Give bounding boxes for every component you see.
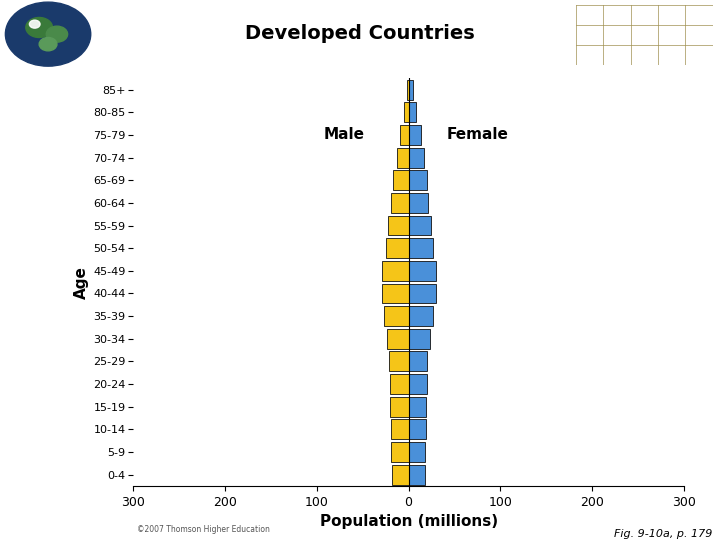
Bar <box>392 465 409 484</box>
Bar <box>409 80 413 99</box>
Bar <box>397 147 409 167</box>
Bar <box>382 284 409 303</box>
Circle shape <box>39 37 57 51</box>
Circle shape <box>5 2 91 66</box>
Bar <box>390 397 409 417</box>
Text: Male: Male <box>324 127 365 143</box>
Circle shape <box>26 17 53 37</box>
Bar <box>409 420 426 440</box>
Bar <box>384 306 409 326</box>
Bar <box>409 193 428 213</box>
Bar <box>409 442 425 462</box>
Bar <box>409 170 427 190</box>
Bar <box>390 352 409 372</box>
Bar <box>409 352 427 372</box>
Bar <box>388 215 409 235</box>
Bar <box>390 374 409 394</box>
Circle shape <box>46 26 68 42</box>
Bar <box>409 465 425 484</box>
Bar <box>407 80 409 99</box>
Bar <box>409 284 436 303</box>
Bar <box>391 420 409 440</box>
Bar <box>409 125 420 145</box>
Text: Developed Countries: Developed Countries <box>245 24 475 43</box>
X-axis label: Population (millions): Population (millions) <box>320 514 498 529</box>
Bar <box>404 102 409 122</box>
Bar <box>409 374 427 394</box>
Bar <box>409 261 436 281</box>
Bar <box>409 147 424 167</box>
Y-axis label: Age: Age <box>74 266 89 299</box>
Text: ©2007 Thomson Higher Education: ©2007 Thomson Higher Education <box>137 525 270 534</box>
Bar <box>391 442 409 462</box>
Text: Fig. 9-10a, p. 179: Fig. 9-10a, p. 179 <box>614 529 713 539</box>
Bar <box>409 215 431 235</box>
Bar <box>409 238 433 258</box>
Bar <box>409 329 430 349</box>
Circle shape <box>30 20 40 28</box>
Bar <box>409 397 426 417</box>
Bar <box>386 238 409 258</box>
Bar <box>391 193 409 213</box>
Bar <box>382 261 409 281</box>
Bar <box>400 125 409 145</box>
Bar <box>409 306 433 326</box>
Bar <box>393 170 409 190</box>
Bar <box>387 329 409 349</box>
Text: Female: Female <box>446 127 508 143</box>
Bar <box>409 102 416 122</box>
